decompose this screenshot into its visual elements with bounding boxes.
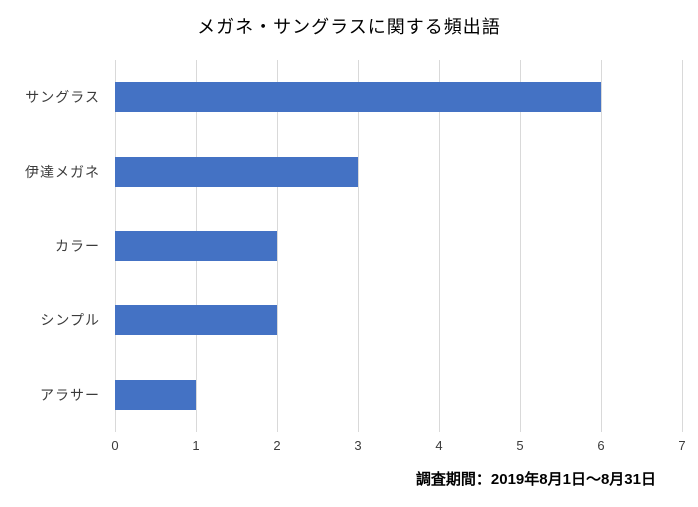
bar-伊達メガネ — [115, 156, 358, 187]
x-tick-label: 4 — [435, 438, 443, 453]
bar-アラサー — [115, 379, 196, 410]
gridline — [681, 60, 683, 432]
gridline — [519, 60, 521, 432]
bar-カラー — [115, 231, 277, 261]
y-category-label: 伊達メガネ — [25, 163, 100, 180]
x-tick-label: 1 — [192, 438, 200, 453]
plot-area — [114, 60, 683, 432]
x-tick-label: 0 — [111, 438, 119, 453]
survey-period-note: 調査期間：2019年8月1日～8月31日 — [415, 471, 656, 488]
y-category-label: サングラス — [25, 89, 100, 106]
x-tick-label: 7 — [678, 438, 686, 453]
gridline — [600, 60, 602, 432]
x-tick-label: 5 — [516, 438, 524, 453]
gridline — [276, 60, 278, 432]
y-axis-labels: サングラス伊達メガネカラーシンプルアラサー — [0, 60, 106, 432]
gridline — [357, 60, 359, 432]
chart-title: メガネ・サングラスに関する頻出語 — [197, 17, 501, 37]
gridline — [438, 60, 440, 432]
y-category-label: アラサー — [40, 386, 100, 403]
y-category-label: カラー — [55, 238, 100, 254]
x-tick-label: 3 — [354, 438, 362, 453]
y-category-label: シンプル — [40, 312, 100, 329]
x-tick-label: 6 — [597, 438, 605, 453]
x-tick-label: 2 — [273, 438, 281, 453]
bar-シンプル — [115, 305, 277, 336]
x-axis: 0 1 2 3 4 5 6 7 — [111, 434, 686, 456]
bar-サングラス — [115, 82, 601, 113]
